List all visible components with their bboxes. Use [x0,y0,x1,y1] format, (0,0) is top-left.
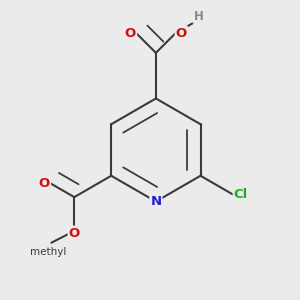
Text: O: O [176,27,187,40]
Text: Cl: Cl [234,188,248,201]
Text: O: O [69,226,80,240]
Text: methyl: methyl [30,247,67,257]
Text: H: H [194,10,203,23]
Text: N: N [150,195,161,208]
Text: O: O [39,177,50,190]
Text: O: O [125,27,136,40]
